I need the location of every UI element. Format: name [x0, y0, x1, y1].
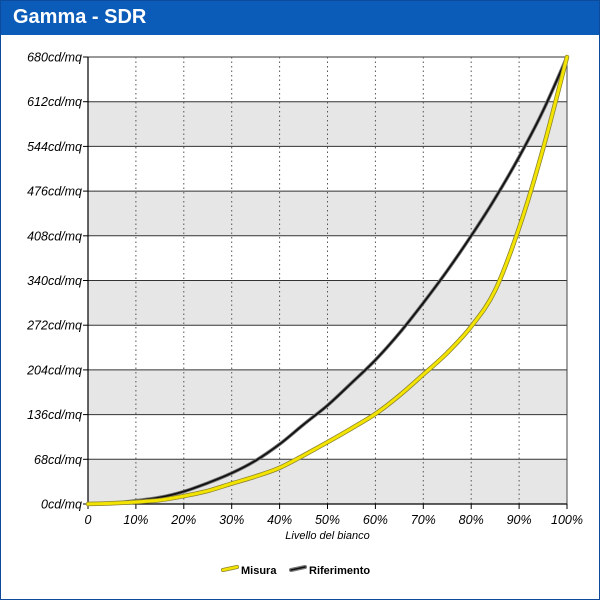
x-tick-label: 0 — [85, 513, 92, 527]
chart-title: Gamma - SDR — [13, 6, 147, 28]
y-tick-label: 68cd/mq — [34, 453, 82, 467]
y-tick-label: 0cd/mq — [41, 498, 82, 512]
title-bar: Gamma - SDR — [1, 1, 599, 35]
y-tick-label: 680cd/mq — [27, 51, 82, 65]
legend: Misura Riferimento — [221, 565, 370, 577]
x-tick-label: 70% — [411, 513, 436, 527]
grid-band — [88, 57, 567, 102]
y-tick-labels: 0cd/mq 68cd/mq 136cd/mq 204cd/mq 272cd/mq 340… — [26, 51, 88, 512]
y-tick-label: 204cd/mq — [26, 363, 82, 377]
x-tick-label: 20% — [170, 513, 196, 527]
x-tick-label: 100% — [551, 513, 583, 527]
x-axis-label: Livello del bianco — [285, 530, 369, 542]
x-tick-label: 50% — [315, 513, 340, 527]
x-tick-label: 10% — [123, 513, 148, 527]
series-line-riferimento — [87, 56, 568, 505]
y-tick-label: 272cd/mq — [26, 319, 82, 333]
grid-lines — [88, 56, 567, 505]
legend-swatch — [290, 566, 306, 571]
series-lines — [85, 54, 570, 507]
legend-label: Riferimento — [309, 565, 370, 577]
x-tick-label: 80% — [459, 513, 484, 527]
grid-band — [88, 101, 567, 147]
x-tick-label: 60% — [363, 513, 388, 527]
y-tick-label: 476cd/mq — [27, 185, 82, 199]
legend-swatch — [221, 565, 239, 572]
x-tick-labels: 0 10% 20% 30% 40% 50% 60% 70% 80% 90% 100% — [85, 504, 583, 527]
series-line-misura — [86, 55, 569, 506]
legend-label: Misura — [241, 565, 277, 577]
y-tick-label: 612cd/mq — [27, 95, 82, 109]
grid-band — [88, 414, 567, 460]
y-tick-label: 544cd/mq — [27, 140, 82, 154]
x-tick-label: 30% — [219, 513, 244, 527]
y-tick-label: 136cd/mq — [27, 408, 82, 422]
y-tick-label: 340cd/mq — [27, 274, 82, 288]
y-tick-label: 408cd/mq — [27, 229, 82, 243]
x-tick-label: 40% — [267, 513, 292, 527]
x-tick-label: 90% — [507, 513, 532, 527]
